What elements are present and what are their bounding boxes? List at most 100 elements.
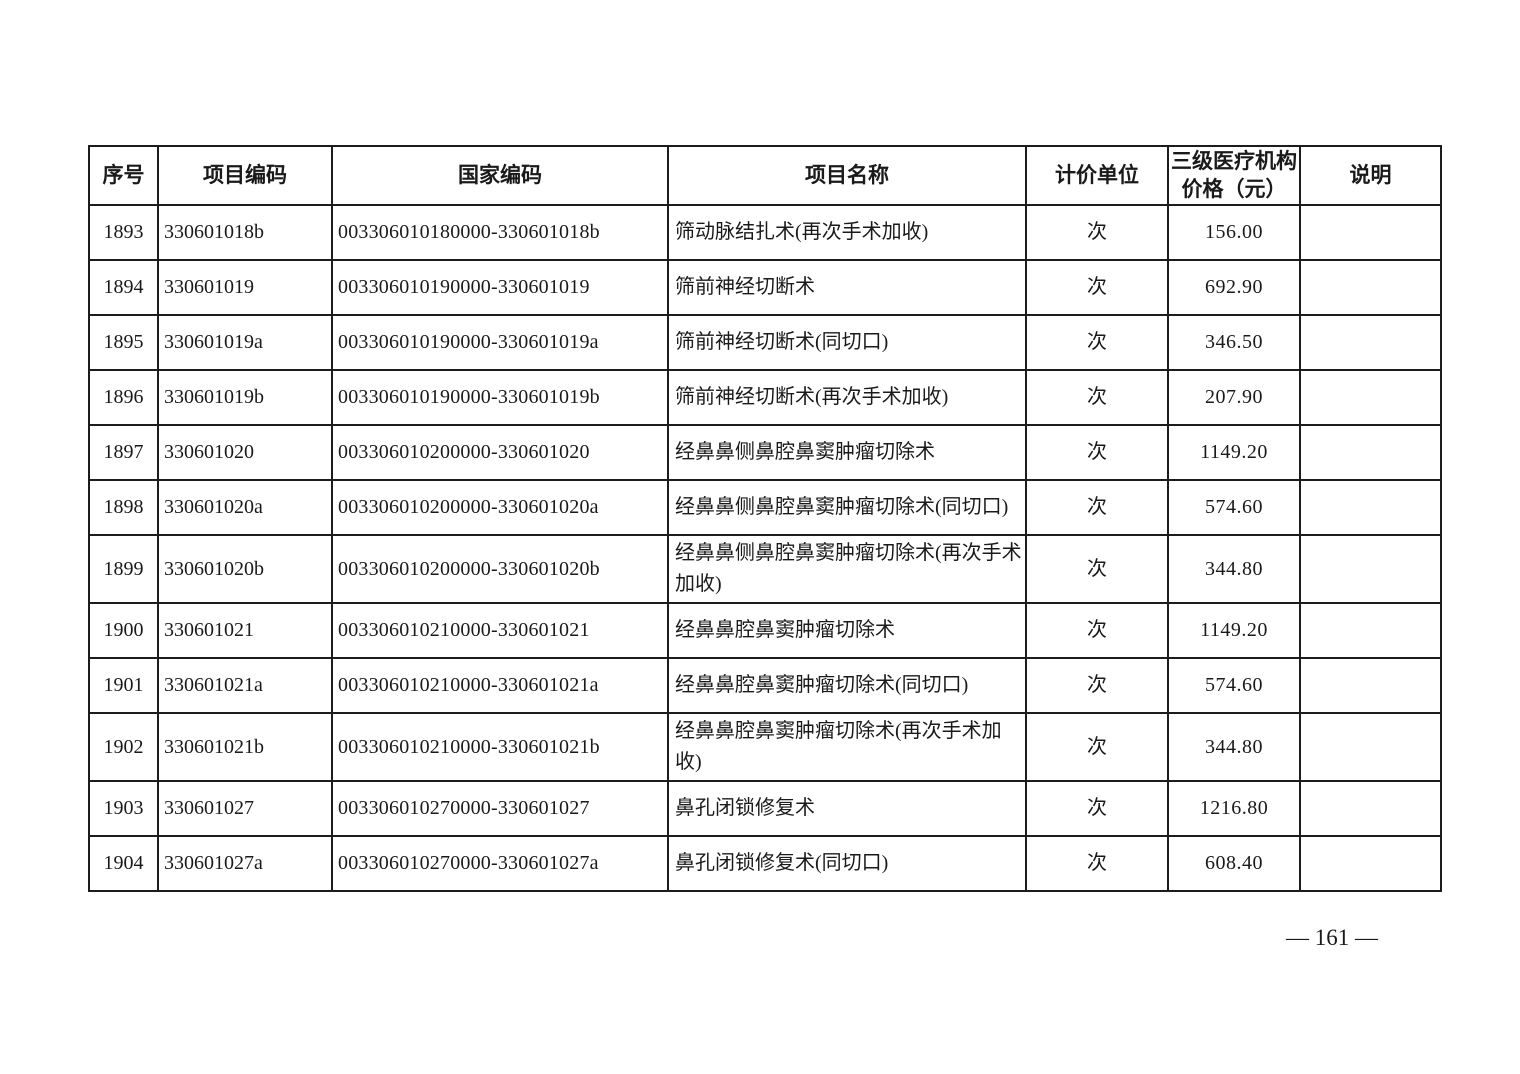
table-row: 1897 330601020 003306010200000-330601020… (88, 424, 1442, 482)
table-row: 1896 330601019b 003306010190000-33060101… (88, 369, 1442, 427)
header-price: 三级医疗机构价格（元） (1167, 144, 1301, 207)
cell-national-code: 003306010210000-330601021a (331, 657, 669, 715)
cell-code: 330601027 (157, 780, 333, 838)
cell-seq: 1901 (88, 657, 159, 715)
cell-code: 330601021 (157, 602, 333, 660)
table-row: 1898 330601020a 003306010200000-33060102… (88, 479, 1442, 537)
cell-note (1299, 369, 1442, 427)
cell-seq: 1903 (88, 780, 159, 838)
cell-national-code: 003306010190000-330601019 (331, 259, 669, 317)
cell-name: 筛前神经切断术(再次手术加收) (667, 369, 1027, 427)
cell-unit: 次 (1025, 835, 1169, 893)
cell-unit: 次 (1025, 657, 1169, 715)
cell-note (1299, 534, 1442, 605)
cell-name: 经鼻鼻侧鼻腔鼻窦肿瘤切除术 (667, 424, 1027, 482)
header-seq: 序号 (88, 144, 159, 207)
cell-national-code: 003306010190000-330601019a (331, 314, 669, 372)
cell-price: 574.60 (1167, 657, 1301, 715)
table-header-row: 序号 项目编码 国家编码 项目名称 计价单位 三级医疗机构价格（元） 说明 (88, 144, 1442, 207)
cell-note (1299, 835, 1442, 893)
cell-price: 692.90 (1167, 259, 1301, 317)
table-row: 1895 330601019a 003306010190000-33060101… (88, 314, 1442, 372)
cell-note (1299, 479, 1442, 537)
cell-name: 鼻孔闭锁修复术(同切口) (667, 835, 1027, 893)
table-row: 1894 330601019 003306010190000-330601019… (88, 259, 1442, 317)
cell-code: 330601020a (157, 479, 333, 537)
cell-code: 330601021a (157, 657, 333, 715)
cell-note (1299, 259, 1442, 317)
table-body: 1893 330601018b 003306010180000-33060101… (88, 204, 1442, 893)
cell-national-code: 003306010270000-330601027a (331, 835, 669, 893)
cell-name: 经鼻鼻侧鼻腔鼻窦肿瘤切除术(再次手术加收) (667, 534, 1027, 605)
header-unit: 计价单位 (1025, 144, 1169, 207)
cell-code: 330601027a (157, 835, 333, 893)
cell-price: 1149.20 (1167, 602, 1301, 660)
cell-note (1299, 712, 1442, 783)
cell-price: 1216.80 (1167, 780, 1301, 838)
cell-name: 鼻孔闭锁修复术 (667, 780, 1027, 838)
cell-seq: 1894 (88, 259, 159, 317)
cell-note (1299, 204, 1442, 262)
cell-note (1299, 602, 1442, 660)
cell-code: 330601021b (157, 712, 333, 783)
cell-national-code: 003306010200000-330601020a (331, 479, 669, 537)
cell-price: 156.00 (1167, 204, 1301, 262)
cell-price: 344.80 (1167, 534, 1301, 605)
page-number: — 161 — (1286, 925, 1378, 950)
cell-unit: 次 (1025, 259, 1169, 317)
header-national-code: 国家编码 (331, 144, 669, 207)
cell-price: 207.90 (1167, 369, 1301, 427)
cell-unit: 次 (1025, 479, 1169, 537)
cell-unit: 次 (1025, 780, 1169, 838)
cell-seq: 1902 (88, 712, 159, 783)
medical-price-table: 序号 项目编码 国家编码 项目名称 计价单位 三级医疗机构价格（元） 说明 18… (88, 144, 1442, 893)
cell-code: 330601020b (157, 534, 333, 605)
cell-name: 筛前神经切断术 (667, 259, 1027, 317)
cell-note (1299, 314, 1442, 372)
cell-note (1299, 780, 1442, 838)
cell-price: 1149.20 (1167, 424, 1301, 482)
cell-national-code: 003306010190000-330601019b (331, 369, 669, 427)
cell-name: 经鼻鼻侧鼻腔鼻窦肿瘤切除术(同切口) (667, 479, 1027, 537)
cell-name: 经鼻鼻腔鼻窦肿瘤切除术(同切口) (667, 657, 1027, 715)
cell-price: 574.60 (1167, 479, 1301, 537)
cell-code: 330601018b (157, 204, 333, 262)
cell-seq: 1898 (88, 479, 159, 537)
cell-unit: 次 (1025, 602, 1169, 660)
cell-unit: 次 (1025, 534, 1169, 605)
cell-seq: 1900 (88, 602, 159, 660)
cell-code: 330601019 (157, 259, 333, 317)
cell-seq: 1904 (88, 835, 159, 893)
cell-national-code: 003306010200000-330601020 (331, 424, 669, 482)
cell-unit: 次 (1025, 712, 1169, 783)
cell-code: 330601019a (157, 314, 333, 372)
header-note: 说明 (1299, 144, 1442, 207)
cell-name: 筛动脉结扎术(再次手术加收) (667, 204, 1027, 262)
cell-price: 344.80 (1167, 712, 1301, 783)
table-row: 1893 330601018b 003306010180000-33060101… (88, 204, 1442, 262)
cell-unit: 次 (1025, 424, 1169, 482)
cell-national-code: 003306010180000-330601018b (331, 204, 669, 262)
table-row: 1902 330601021b 003306010210000-33060102… (88, 712, 1442, 783)
table-row: 1900 330601021 003306010210000-330601021… (88, 602, 1442, 660)
cell-seq: 1897 (88, 424, 159, 482)
cell-national-code: 003306010210000-330601021 (331, 602, 669, 660)
cell-seq: 1893 (88, 204, 159, 262)
cell-code: 330601020 (157, 424, 333, 482)
table-row: 1901 330601021a 003306010210000-33060102… (88, 657, 1442, 715)
cell-seq: 1896 (88, 369, 159, 427)
cell-seq: 1899 (88, 534, 159, 605)
cell-national-code: 003306010200000-330601020b (331, 534, 669, 605)
cell-name: 筛前神经切断术(同切口) (667, 314, 1027, 372)
table-row: 1899 330601020b 003306010200000-33060102… (88, 534, 1442, 605)
cell-national-code: 003306010210000-330601021b (331, 712, 669, 783)
table-row: 1903 330601027 003306010270000-330601027… (88, 780, 1442, 838)
cell-name: 经鼻鼻腔鼻窦肿瘤切除术 (667, 602, 1027, 660)
cell-unit: 次 (1025, 314, 1169, 372)
cell-seq: 1895 (88, 314, 159, 372)
cell-national-code: 003306010270000-330601027 (331, 780, 669, 838)
cell-note (1299, 424, 1442, 482)
cell-unit: 次 (1025, 204, 1169, 262)
cell-code: 330601019b (157, 369, 333, 427)
